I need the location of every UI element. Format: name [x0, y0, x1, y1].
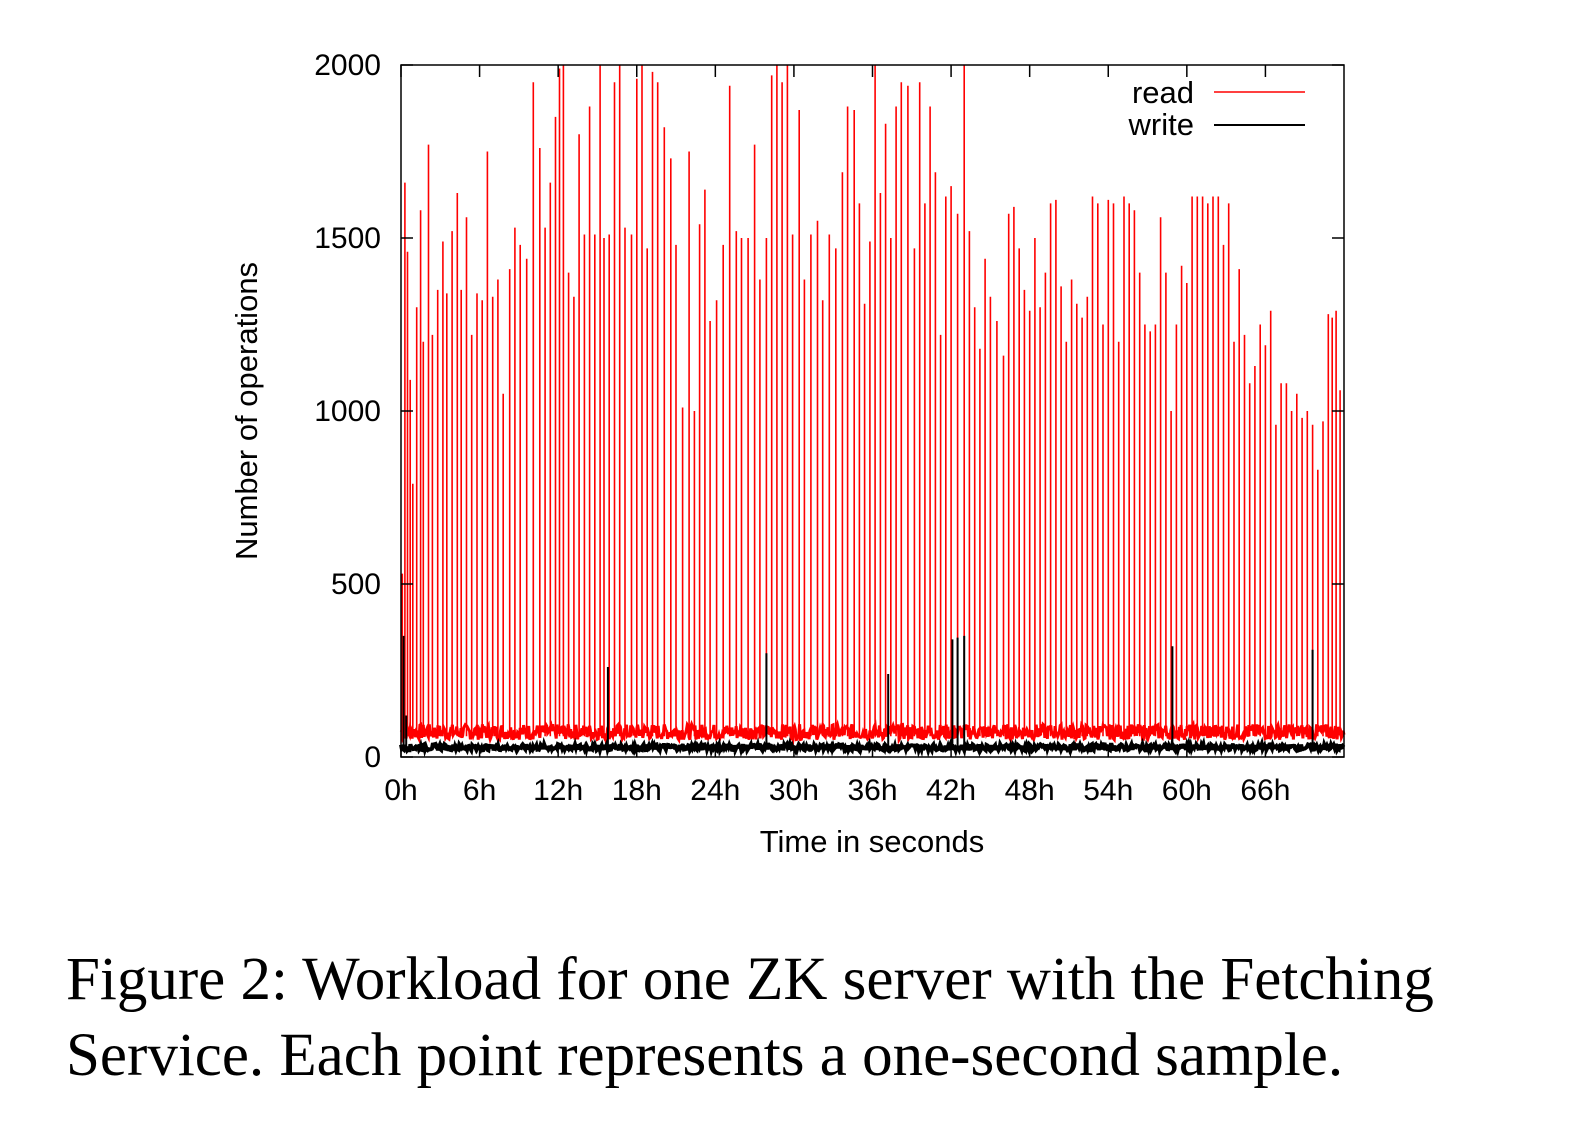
- axes: [400, 64, 1345, 758]
- x-tick-label: 42h: [926, 774, 976, 807]
- legend: read write: [1128, 75, 1305, 142]
- x-axis-title: Time in seconds: [760, 824, 985, 859]
- x-tick-label: 0h: [384, 774, 417, 807]
- x-tick-label: 24h: [690, 774, 740, 807]
- y-tick-label: 1000: [314, 395, 381, 428]
- x-tick-label: 60h: [1162, 774, 1212, 807]
- y-tick-label: 500: [331, 568, 381, 601]
- x-tick-label: 18h: [612, 774, 662, 807]
- plot-marks: [399, 65, 1346, 758]
- legend-label-write: write: [1128, 107, 1194, 142]
- y-tick-label: 1500: [314, 222, 381, 255]
- tick-labels: 0 500 1000 1500 2000 0h 6h 12h 18h 24h 30h 36h 42h 48…: [314, 49, 1290, 807]
- x-tick-label: 12h: [533, 774, 583, 807]
- series-read: [399, 65, 1346, 746]
- caption-line-2: Service. Each point represents a one-sec…: [66, 1022, 1344, 1089]
- figure-caption: Figure 2: Workload for one ZK server wit…: [66, 942, 1576, 1094]
- x-tick-label: 36h: [847, 774, 897, 807]
- x-tick-label: 30h: [769, 774, 819, 807]
- caption-line-1: Figure 2: Workload for one ZK server wit…: [66, 946, 1434, 1013]
- legend-label-read: read: [1132, 75, 1194, 110]
- y-tick-label: 2000: [314, 49, 381, 82]
- x-tick-label: 54h: [1083, 774, 1133, 807]
- x-tick-label: 6h: [463, 774, 496, 807]
- x-tick-label: 48h: [1005, 774, 1055, 807]
- x-tick-label: 66h: [1240, 774, 1290, 807]
- y-tick-label: 0: [364, 741, 381, 774]
- workload-chart: 0 500 1000 1500 2000 0h 6h 12h 18h 24h 30h 36h 42h 48…: [229, 49, 1346, 859]
- y-axis-title: Number of operations: [229, 262, 264, 560]
